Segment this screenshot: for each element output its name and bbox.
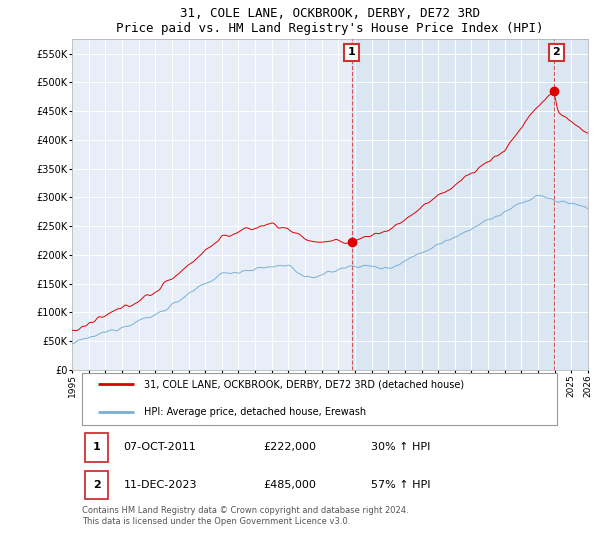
Text: 31, COLE LANE, OCKBROOK, DERBY, DE72 3RD (detached house): 31, COLE LANE, OCKBROOK, DERBY, DE72 3RD… xyxy=(144,379,464,389)
FancyBboxPatch shape xyxy=(85,433,108,461)
Text: 30% ↑ HPI: 30% ↑ HPI xyxy=(371,442,431,452)
Text: 07-OCT-2011: 07-OCT-2011 xyxy=(124,442,196,452)
Bar xyxy=(352,39,588,370)
Text: Contains HM Land Registry data © Crown copyright and database right 2024.
This d: Contains HM Land Registry data © Crown c… xyxy=(82,506,409,526)
Text: 2: 2 xyxy=(92,480,100,490)
Text: HPI: Average price, detached house, Erewash: HPI: Average price, detached house, Erew… xyxy=(144,407,367,417)
Text: 11-DEC-2023: 11-DEC-2023 xyxy=(124,480,197,490)
FancyBboxPatch shape xyxy=(82,372,557,426)
Title: 31, COLE LANE, OCKBROOK, DERBY, DE72 3RD
Price paid vs. HM Land Registry's House: 31, COLE LANE, OCKBROOK, DERBY, DE72 3RD… xyxy=(116,7,544,35)
Text: 2: 2 xyxy=(553,48,560,58)
FancyBboxPatch shape xyxy=(85,471,108,500)
Text: £485,000: £485,000 xyxy=(263,480,316,490)
Text: 57% ↑ HPI: 57% ↑ HPI xyxy=(371,480,431,490)
Text: 1: 1 xyxy=(348,48,356,58)
Text: 1: 1 xyxy=(92,442,100,452)
Text: £222,000: £222,000 xyxy=(263,442,316,452)
